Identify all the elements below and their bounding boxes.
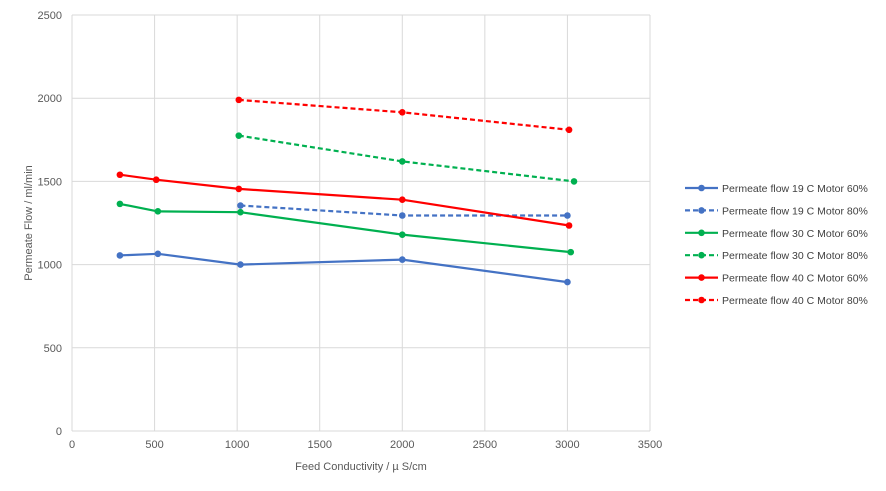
data-point xyxy=(565,222,573,229)
data-point xyxy=(398,196,406,204)
x-tick-label: 500 xyxy=(145,439,163,451)
y-tick-label: 500 xyxy=(44,343,62,355)
data-point xyxy=(398,256,406,263)
legend-marker xyxy=(698,229,705,237)
legend-item: Permeate flow 30 C Motor 80% xyxy=(685,250,868,262)
y-axis-title: Permeate Flow / ml/min xyxy=(23,165,35,281)
data-point xyxy=(116,171,124,179)
data-point xyxy=(237,202,244,209)
data-point xyxy=(398,212,406,219)
legend-item: Permeate flow 19 C Motor 80% xyxy=(685,205,868,217)
series-line xyxy=(119,173,570,227)
series-2 xyxy=(116,200,575,256)
data-point xyxy=(154,250,162,258)
data-point xyxy=(116,252,124,259)
data-point xyxy=(570,178,578,185)
grid xyxy=(71,14,651,432)
data-point xyxy=(235,96,243,104)
data-point xyxy=(567,248,575,256)
data-point xyxy=(116,200,124,208)
legend-label: Permeate flow 30 C Motor 60% xyxy=(722,228,868,240)
series-line xyxy=(119,252,568,284)
legend-marker xyxy=(698,251,705,259)
y-tick-label: 1000 xyxy=(38,260,62,272)
x-tick-label: 1500 xyxy=(307,439,331,451)
series-line xyxy=(238,134,575,183)
data-point xyxy=(564,278,571,286)
data-point xyxy=(235,132,243,139)
data-point xyxy=(565,126,573,134)
legend-item: Permeate flow 40 C Motor 60% xyxy=(685,273,868,285)
legend-marker xyxy=(698,274,705,281)
data-point xyxy=(152,176,160,184)
data-point xyxy=(235,185,243,193)
y-tick-label: 2500 xyxy=(38,10,62,22)
legend-marker xyxy=(698,207,705,214)
y-tick-label: 2000 xyxy=(38,93,62,105)
legend-label: Permeate flow 40 C Motor 60% xyxy=(722,273,868,285)
data-point xyxy=(398,158,406,165)
legend-marker xyxy=(698,184,705,192)
legend-label: Permeate flow 30 C Motor 80% xyxy=(722,250,868,262)
x-tick-label: 1000 xyxy=(225,439,249,451)
series-1 xyxy=(237,202,571,219)
data-point xyxy=(398,109,406,116)
x-tick-label: 2000 xyxy=(390,439,414,451)
y-tick-label: 1500 xyxy=(38,176,62,188)
series-5 xyxy=(235,96,573,134)
x-tick-label: 3500 xyxy=(638,439,662,451)
data-point xyxy=(154,208,162,215)
x-axis-title: Feed Conductivity / µ S/cm xyxy=(295,461,427,473)
data-point xyxy=(398,231,406,238)
data-point xyxy=(237,208,244,216)
legend: Permeate flow 19 C Motor 60% Permeate flo… xyxy=(685,183,868,307)
y-tick-label: 0 xyxy=(56,426,62,438)
series-3 xyxy=(235,132,578,185)
data-point xyxy=(564,212,571,219)
x-tick-label: 3000 xyxy=(555,439,579,451)
legend-item: Permeate flow 30 C Motor 60% xyxy=(685,228,868,240)
legend-label: Permeate flow 19 C Motor 80% xyxy=(722,205,868,217)
legend-item: Permeate flow 19 C Motor 60% xyxy=(685,183,868,195)
series-layer xyxy=(116,96,578,286)
x-tick-label: 0 xyxy=(69,439,75,451)
data-point xyxy=(237,261,244,268)
legend-item: Permeate flow 40 C Motor 80% xyxy=(685,295,868,307)
legend-label: Permeate flow 40 C Motor 80% xyxy=(722,295,868,307)
tick-labels: 0 500 1000 1500 2000 2500 3000 3500 0 500 1000 1500… xyxy=(38,10,663,451)
series-4 xyxy=(116,171,573,229)
x-tick-label: 2500 xyxy=(473,439,497,451)
legend-marker xyxy=(698,296,705,304)
series-0 xyxy=(116,250,571,286)
legend-label: Permeate flow 19 C Motor 60% xyxy=(722,183,868,195)
